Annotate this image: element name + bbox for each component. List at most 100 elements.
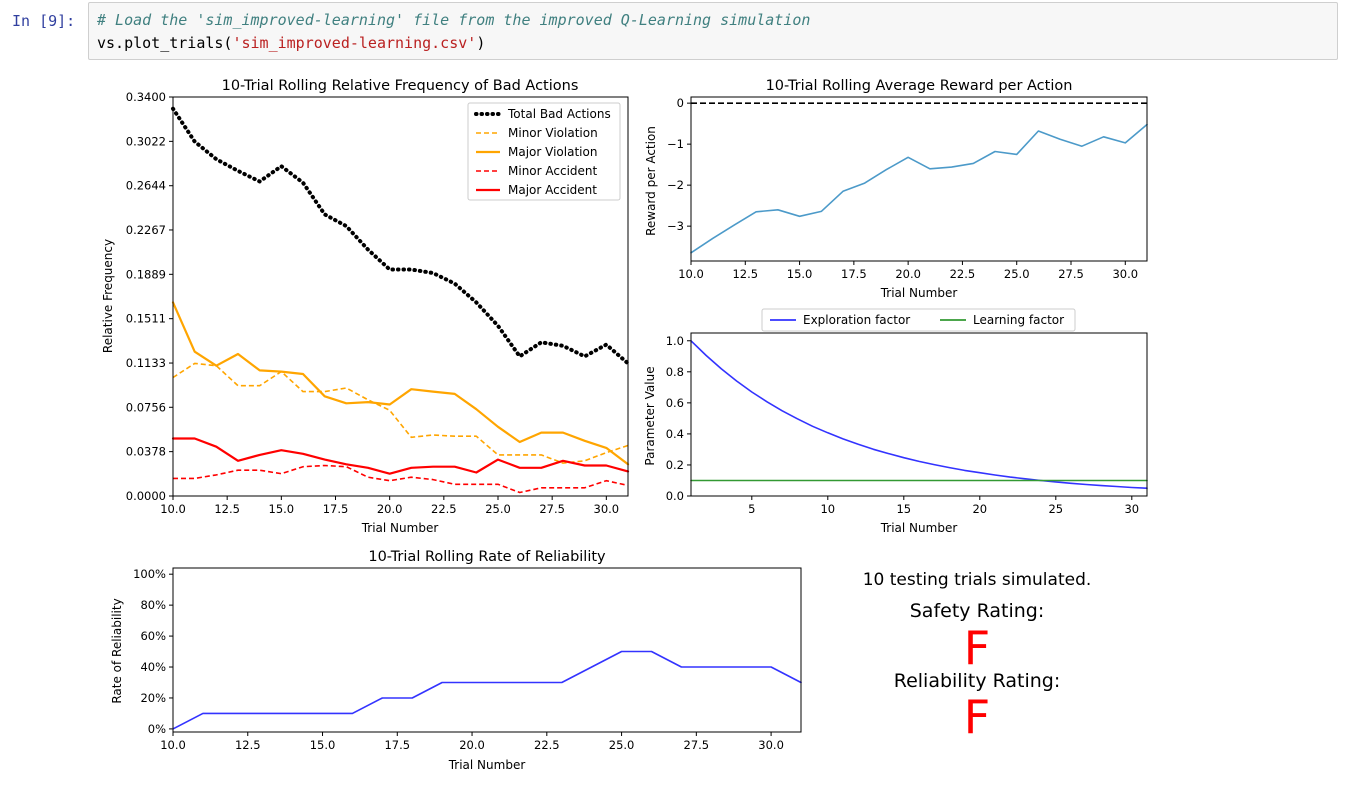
- y-tick-label: 0%: [148, 722, 166, 736]
- chart-bad-actions: 10-Trial Rolling Relative Frequency of B…: [101, 78, 630, 535]
- x-axis-label: Trial Number: [880, 286, 958, 300]
- x-tick-label: 10: [820, 502, 835, 516]
- y-axis-label: Relative Frequency: [101, 239, 115, 353]
- legend-entry-label: Major Violation: [508, 145, 597, 159]
- safety-rating-grade: F: [964, 621, 990, 675]
- y-tick-label: 0.8: [666, 365, 684, 379]
- legend: Exploration factor Learning factor: [761, 308, 1076, 332]
- legend-box: [467, 102, 621, 201]
- y-tick-label: 0.1889: [126, 267, 166, 281]
- y-tick-label: 0.1511: [126, 312, 166, 326]
- series-line: [172, 650, 802, 730]
- reliability-rating-grade: F: [964, 690, 990, 744]
- x-tick-label: 15.0: [310, 738, 336, 752]
- x-tick-label: 30.0: [594, 502, 620, 516]
- code-call-prefix: vs.plot_trials(: [97, 34, 233, 52]
- x-tick-label: 12.5: [732, 267, 758, 281]
- y-tick-label: −1: [667, 137, 684, 151]
- chart-title: 10-Trial Rolling Average Reward per Acti…: [766, 78, 1073, 94]
- x-tick-label: 30.0: [758, 738, 784, 752]
- safety-rating-label: Safety Rating:: [910, 600, 1044, 622]
- x-tick-label: 15: [896, 502, 911, 516]
- legend-entry-label: Minor Accident: [508, 164, 598, 178]
- x-tick-label: 27.5: [684, 738, 710, 752]
- x-tick-label: 10.0: [160, 738, 186, 752]
- x-tick-label: 30: [1124, 502, 1139, 516]
- y-tick-label: 0.2: [666, 458, 684, 472]
- x-tick-label: 17.5: [841, 267, 867, 281]
- chart-title: 10-Trial Rolling Relative Frequency of B…: [222, 78, 579, 94]
- rating-summary: 10 testing trials simulated. Safety Rati…: [863, 570, 1092, 744]
- y-tick-label: 0: [677, 96, 684, 110]
- series-line: [171, 301, 630, 466]
- code-call-line: vs.plot_trials('sim_improved-learning.cs…: [97, 34, 485, 52]
- series-line: [690, 339, 1148, 490]
- x-tick-label: 20.0: [377, 502, 403, 516]
- y-axis-label: Rate of Reliability: [110, 598, 124, 703]
- x-tick-label: 12.5: [235, 738, 261, 752]
- y-tick-label: 0.4: [666, 427, 684, 441]
- code-cell-input[interactable]: # Load the 'sim_improved-learning' file …: [88, 2, 1338, 60]
- y-tick-label: −3: [667, 219, 684, 233]
- x-tick-label: 10.0: [678, 267, 704, 281]
- series-line: [173, 464, 629, 494]
- x-tick-label: 30.0: [1112, 267, 1138, 281]
- x-tick-label: 25.0: [1004, 267, 1030, 281]
- y-tick-label: 0.0: [666, 489, 684, 503]
- x-tick-label: 5: [748, 502, 755, 516]
- series-line: [171, 106, 630, 366]
- x-tick-label: 22.5: [431, 502, 457, 516]
- x-tick-label: 15.0: [269, 502, 295, 516]
- y-tick-label: 0.2644: [126, 179, 166, 193]
- y-tick-label: 60%: [140, 629, 166, 643]
- chart-reward: 10-Trial Rolling Average Reward per Acti…: [644, 78, 1148, 300]
- y-axis-label: Reward per Action: [644, 126, 658, 236]
- x-tick-label: 17.5: [323, 502, 349, 516]
- y-tick-label: 0.0756: [126, 400, 166, 414]
- y-tick-label: 20%: [140, 691, 166, 705]
- chart-parameters: Exploration factor Learning factor Trial …: [643, 308, 1148, 535]
- x-tick-label: 20.0: [459, 738, 485, 752]
- legend-entry-label: Total Bad Actions: [507, 107, 611, 121]
- x-tick-label: 20: [972, 502, 987, 516]
- x-tick-label: 25: [1048, 502, 1063, 516]
- x-tick-label: 22.5: [534, 738, 560, 752]
- y-tick-label: 0.2267: [126, 223, 166, 237]
- cell-prompt: In [9]:: [12, 12, 76, 30]
- x-tick-label: 27.5: [539, 502, 565, 516]
- chart-reliability: 10-Trial Rolling Rate of Reliability Tri…: [110, 549, 802, 772]
- x-tick-label: 27.5: [1058, 267, 1084, 281]
- plot-area: [690, 96, 1148, 262]
- legend-entry-label: Learning factor: [973, 313, 1064, 327]
- x-tick-label: 12.5: [214, 502, 240, 516]
- legend-entry-label: Minor Violation: [508, 126, 598, 140]
- x-tick-label: 22.5: [950, 267, 976, 281]
- series-line: [172, 362, 629, 464]
- code-comment-line: # Load the 'sim_improved-learning' file …: [97, 11, 810, 29]
- y-tick-label: −2: [667, 178, 684, 192]
- y-tick-label: 80%: [140, 598, 166, 612]
- legend: Total Bad Actions Minor Violation Major Vi…: [467, 102, 621, 201]
- y-tick-label: 0.1133: [126, 356, 166, 370]
- y-tick-label: 0.3022: [126, 134, 166, 148]
- x-tick-label: 20.0: [895, 267, 921, 281]
- series-line: [690, 123, 1148, 254]
- x-axis-label: Trial Number: [448, 758, 526, 772]
- x-tick-label: 15.0: [787, 267, 813, 281]
- y-axis-label: Parameter Value: [643, 366, 657, 465]
- plot-area: [172, 567, 802, 733]
- x-tick-label: 17.5: [384, 738, 410, 752]
- code-call-suffix: ): [476, 34, 486, 52]
- y-tick-label: 1.0: [666, 334, 684, 348]
- chart-title: 10-Trial Rolling Rate of Reliability: [368, 549, 606, 565]
- y-tick-label: 0.0000: [126, 489, 166, 503]
- code-comment: # Load the 'sim_improved-learning' file …: [97, 11, 811, 29]
- plot-area: [172, 96, 629, 497]
- series-line: [171, 437, 630, 475]
- legend-box: [761, 308, 1076, 332]
- plot-area: [690, 332, 1148, 497]
- y-tick-label: 0.6: [666, 396, 684, 410]
- y-tick-label: 100%: [133, 567, 166, 581]
- x-axis-label: Trial Number: [880, 521, 958, 535]
